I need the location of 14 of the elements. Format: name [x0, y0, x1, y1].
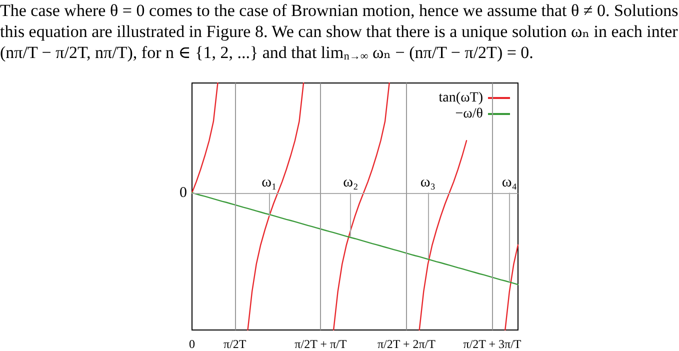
x-tick-label: π/2T + 2π/T — [377, 337, 436, 351]
ref-line-label: 0 — [180, 184, 187, 201]
x-tick-label: 0 — [189, 337, 195, 351]
annotation: ω₃ — [420, 174, 436, 190]
text: The case where θ = 0 comes to the case of Brownian motion, hence we assume that θ ≠ 0. Solutions — [0, 1, 678, 20]
x-tick-label: π/2T — [224, 337, 247, 351]
annotation: ω₂ — [343, 174, 358, 190]
x-tick-label: π/2T + 3π/T — [463, 337, 522, 351]
annotation: ω₁ — [262, 174, 277, 190]
x-tick-label: π/2T + π/T — [294, 337, 348, 351]
annotation: ω₄ — [502, 174, 517, 190]
legend-label: tan(ωT) — [438, 90, 484, 106]
legend-label: −ω/θ — [455, 106, 484, 122]
text: this equation are illustrated in Figure 8. We can show that there is a unique solution ωₙ in each inter — [0, 22, 678, 41]
